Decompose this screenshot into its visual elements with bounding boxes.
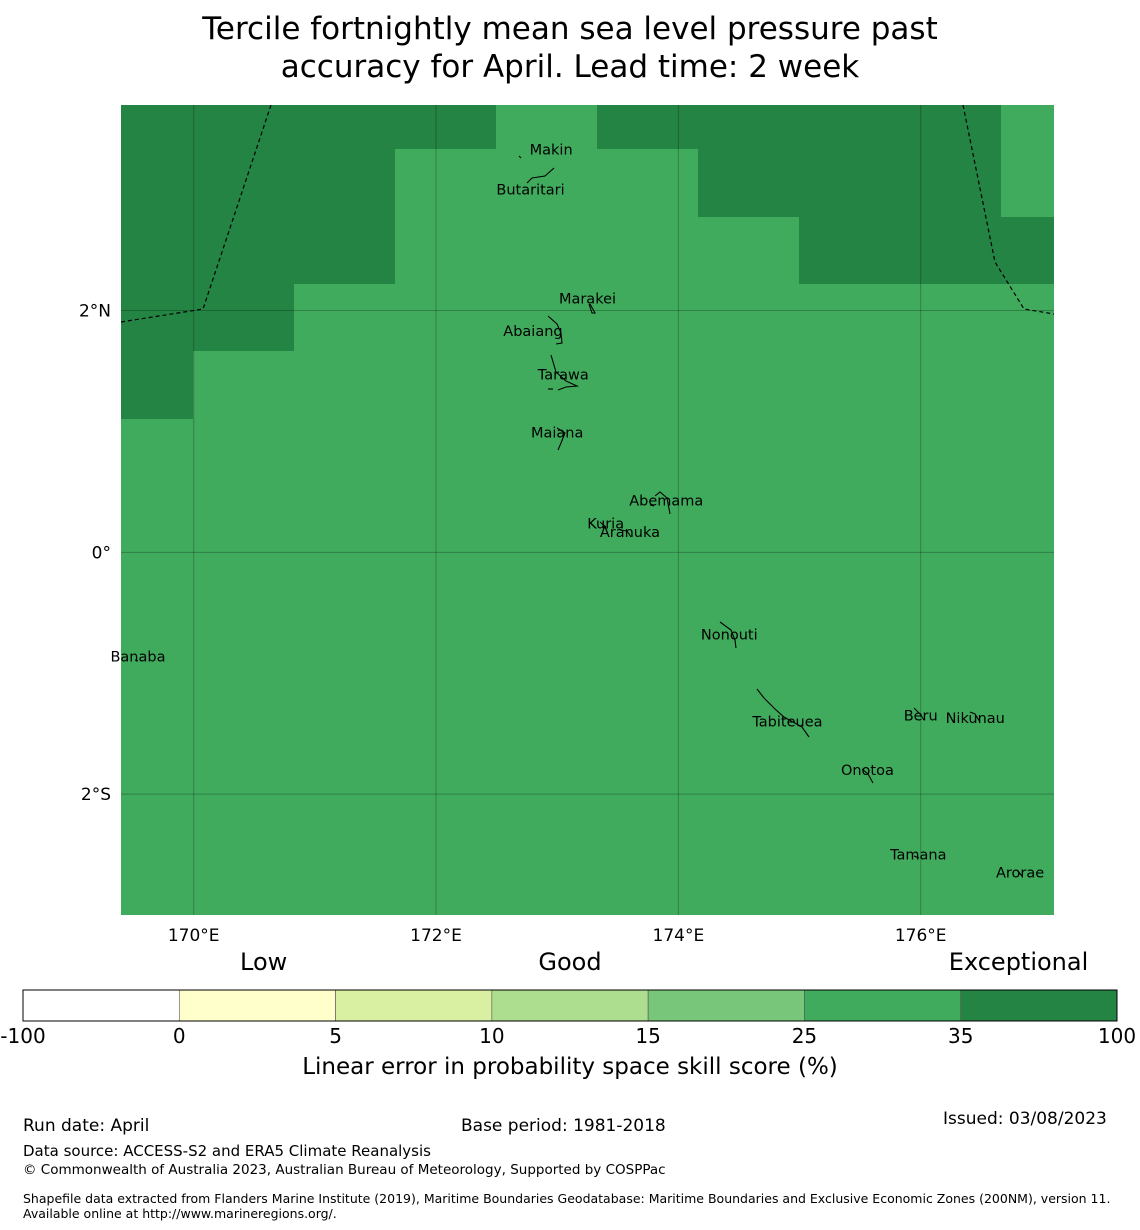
colorbar-segment [335, 989, 493, 1022]
axis-ticks: 170°E 172°E 174°E 176°E 2°N 0° 2°S [79, 302, 947, 946]
exceptional-cell [698, 149, 1001, 217]
colorbar-tick: 100 [1097, 1024, 1137, 1048]
skill-cells [121, 105, 1054, 915]
title-line-2: accuracy for April. Lead time: 2 week [280, 49, 860, 85]
gridlines [121, 105, 1054, 915]
island-label: Kuria [587, 516, 624, 532]
x-tick-label: 174°E [653, 926, 705, 946]
exceptional-cell [597, 105, 1001, 149]
colorbar-segment [804, 989, 962, 1022]
y-tick-label: 2°N [79, 302, 111, 322]
exceptional-cell [121, 105, 496, 149]
exceptional-cell [121, 149, 395, 284]
colorbar-frame [22, 989, 1118, 1022]
island-outline [619, 529, 632, 538]
island-label: Abemama [629, 493, 703, 509]
island-outline [861, 768, 874, 784]
island-outline [654, 491, 671, 515]
island-labels: Makin Butaritari Marakei Abaiang Tarawa Maian… [110, 143, 1044, 882]
x-tick-label: 170°E [168, 926, 220, 946]
base-period: Base period: 1981-2018 [461, 1116, 666, 1136]
island-outline [719, 621, 737, 649]
colorbar-tick: 25 [791, 1024, 818, 1048]
colorbar-tick: 0 [172, 1024, 186, 1048]
island-label: Arorae [996, 866, 1044, 882]
island-label: Makin [530, 143, 573, 159]
colorbar-category: Good [538, 948, 602, 976]
island-outline [756, 688, 810, 738]
colorbar-segment [22, 989, 180, 1022]
colorbar-tick: 10 [479, 1024, 505, 1048]
island-outline [599, 521, 607, 528]
x-tick-label: 172°E [410, 926, 462, 946]
island-outline [134, 659, 139, 662]
island-label: Marakei [559, 291, 616, 307]
colorbar-tick: 35 [947, 1024, 974, 1048]
shapefile-credit: Shapefile data extracted from Flanders M… [23, 1191, 1111, 1221]
eez-boundary-west [120, 104, 272, 323]
island-label: Tamana [889, 848, 946, 864]
island-outline [649, 504, 655, 507]
island-label: Nonouti [701, 628, 758, 644]
island-label: Tabiteuea [751, 715, 822, 731]
island-outline [913, 707, 925, 721]
colorbar-segment [178, 989, 336, 1022]
island-label: Banaba [110, 649, 165, 665]
colorbar-segment [647, 989, 805, 1022]
colorbar-segment [491, 989, 649, 1022]
eez-boundaries [120, 104, 1055, 323]
colorbar-tick: 5 [329, 1024, 342, 1048]
island-outline [588, 303, 596, 314]
island-label: Abaiang [503, 324, 562, 340]
island-outline [969, 711, 981, 723]
island-label: Aranuka [600, 525, 660, 541]
colorbar [22, 989, 1118, 1022]
eez-boundary-east [962, 104, 1055, 315]
issued-date: Issued: 03/08/2023 [943, 1109, 1107, 1129]
colorbar-tick: 15 [635, 1024, 661, 1048]
colorbar-segment [960, 989, 1118, 1022]
y-tick-label: 2°S [81, 785, 111, 805]
island-label: Onotoa [841, 763, 894, 779]
exceptional-cell [1001, 217, 1054, 284]
island-label: Nikunau [946, 711, 1005, 727]
colorbar-tick: -100 [0, 1024, 46, 1048]
island-outline [556, 427, 566, 451]
colorbar-category: Exceptional [948, 948, 1089, 976]
island-label: Tarawa [537, 368, 589, 384]
island-label: Maiana [531, 426, 583, 442]
copyright: © Commonwealth of Australia 2023, Austra… [23, 1162, 666, 1178]
map-title: Tercile fortnightly mean sea level press… [0, 10, 1140, 86]
island-label: Beru [904, 709, 938, 725]
colorbar-category: Low [240, 948, 288, 976]
title-line-1: Tercile fortnightly mean sea level press… [202, 11, 938, 47]
island-outline [1016, 869, 1023, 877]
island-outlines [134, 155, 1023, 877]
y-tick-label: 0° [92, 543, 111, 563]
island-outline [526, 167, 555, 184]
island-outline [913, 855, 920, 859]
colorbar-label: Linear error in probability space skill … [302, 1054, 838, 1080]
data-source: Data source: ACCESS-S2 and ERA5 Climate … [23, 1142, 431, 1160]
x-tick-label: 176°E [895, 926, 947, 946]
island-label: Butaritari [496, 183, 564, 199]
island-outline [518, 155, 522, 159]
run-date: Run date: April [23, 1116, 150, 1136]
island-outline [547, 315, 563, 345]
island-outline [550, 354, 580, 391]
exceptional-cell [121, 351, 193, 419]
